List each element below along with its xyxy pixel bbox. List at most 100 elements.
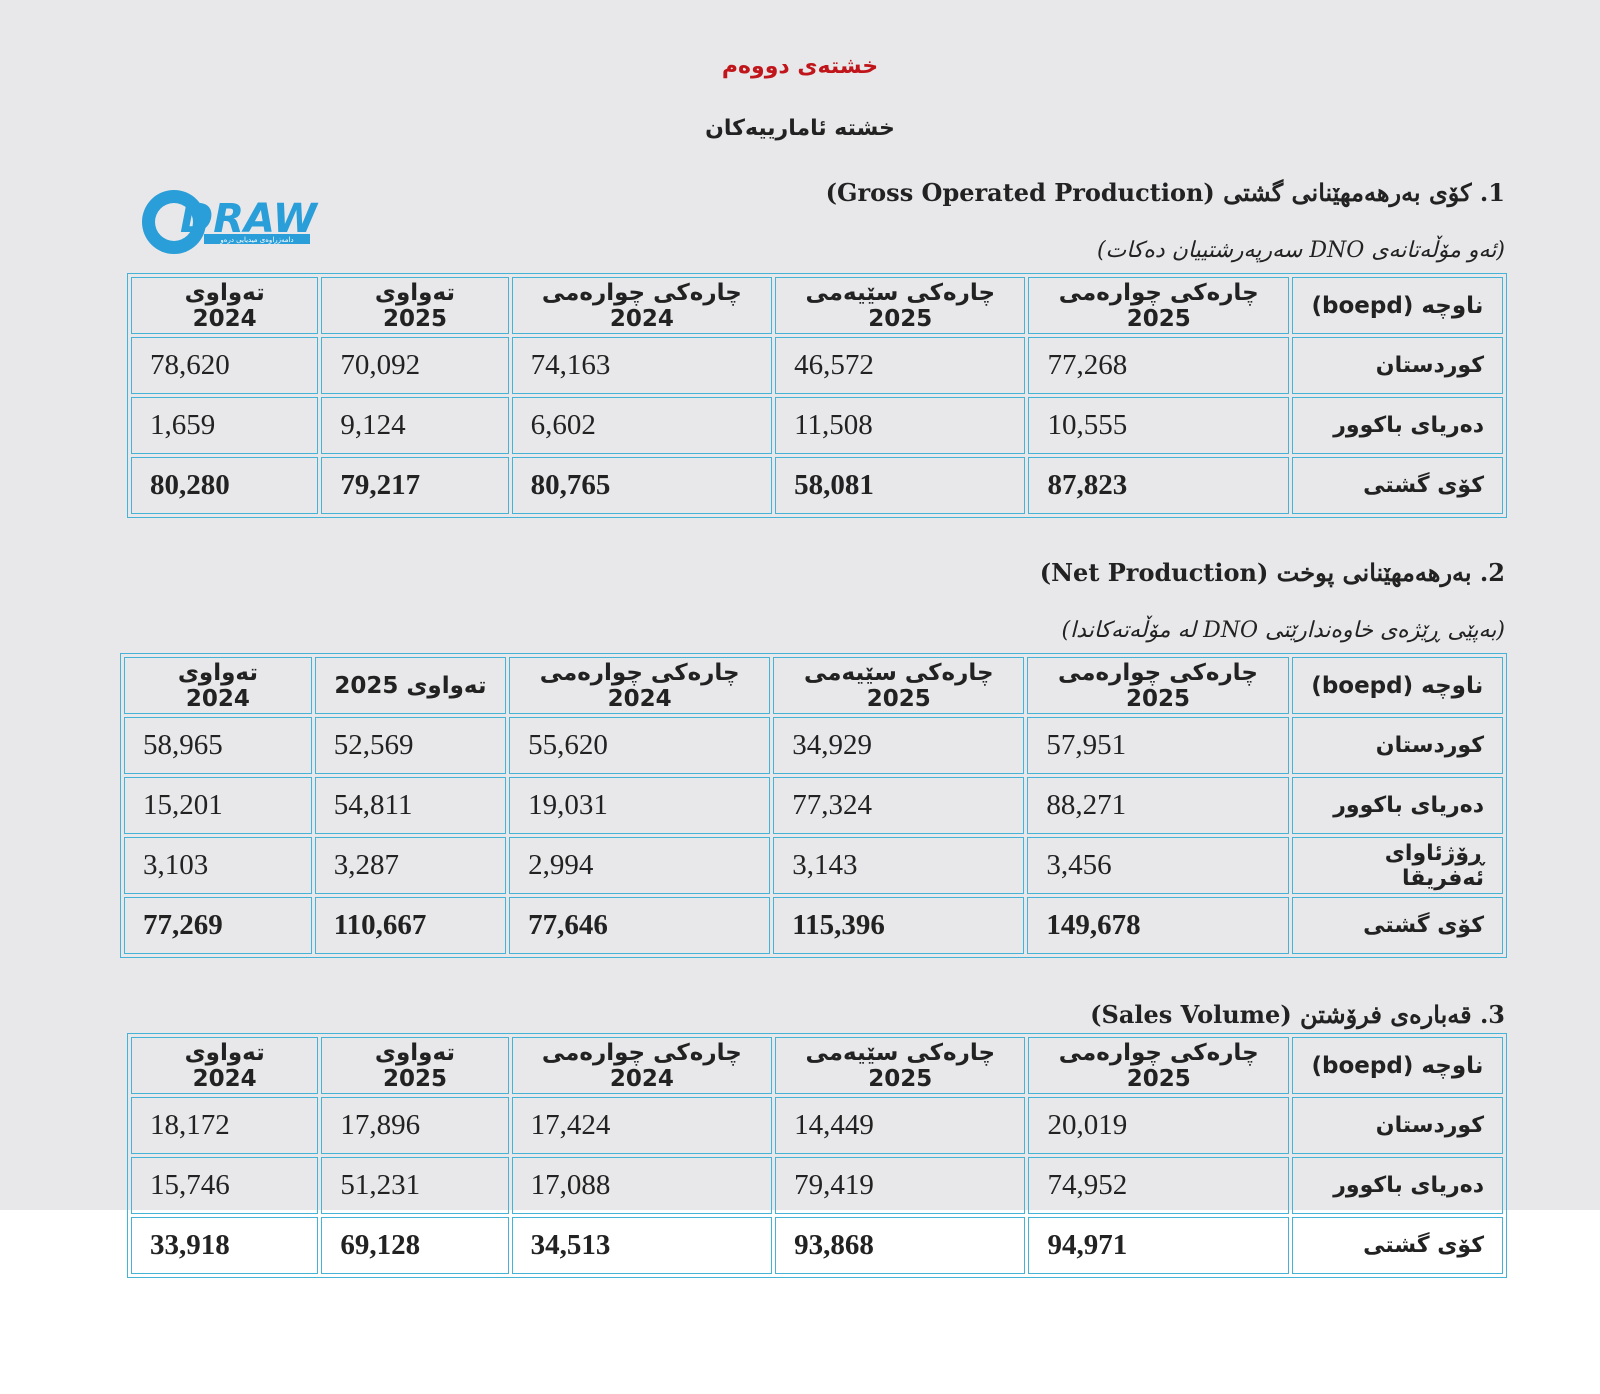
value-cell: 14,449 [775,1097,1026,1154]
table-row: دەریای باکوور 88,271 77,324 19,031 54,811 15,… [124,777,1503,834]
value-cell: 46,572 [775,337,1026,394]
row-label-cell: دەریای باکوور [1291,777,1503,834]
value-cell: 52,569 [314,717,507,774]
data-table: ناوچە (boepd) چارەکی چوارەمی 2025 چارەکی س… [120,653,1507,958]
document-title: خشتەی دووەم [721,54,879,79]
row-label-cell: کۆی گشتی [1291,897,1503,954]
value-cell: 57,951 [1027,717,1289,774]
value-cell: 77,269 [124,897,312,954]
value-cell: 10,555 [1028,397,1289,454]
value-cell: 54,811 [314,777,507,834]
value-cell: 77,646 [509,897,771,954]
value-cell: 79,217 [321,457,509,514]
row-label-cell: ڕۆژئاوای ئەفریقا [1291,837,1503,894]
value-cell: 17,088 [511,1157,773,1214]
logo-tagline: دامەزراوەی میدیایی درەو [219,236,293,244]
value-cell: 93,868 [775,1217,1026,1274]
header-cell: چارەکی چوارەمی 2025 [1027,657,1289,714]
header-cell: چارەکی چوارەمی 2025 [1028,1037,1289,1094]
header-cell: ناوچە (boepd) [1291,657,1503,714]
row-label-cell: کۆی گشتی [1291,457,1503,514]
value-cell: 51,231 [321,1157,509,1214]
value-cell: 15,201 [124,777,312,834]
table-header-row: ناوچە (boepd) چارەکی چوارەمی 2025 چارەکی س… [131,277,1503,334]
value-cell: 15,746 [131,1157,319,1214]
header-cell: تەواوی 2025 [321,277,509,334]
value-cell: 6,602 [511,397,773,454]
value-cell: 79,419 [775,1157,1026,1214]
logo: DRAW دامەزراوەی میدیایی درەو [142,190,319,254]
value-cell: 17,424 [511,1097,773,1154]
value-cell: 34,929 [773,717,1025,774]
value-cell: 149,678 [1027,897,1289,954]
value-cell: 55,620 [509,717,771,774]
table-row: کوردستان 77,268 46,572 74,163 70,092 78,620 [131,337,1503,394]
value-cell: 69,128 [321,1217,509,1274]
value-cell: 78,620 [131,337,319,394]
logo-bar [204,234,310,244]
row-label-cell: دەریای باکوور [1291,1157,1503,1214]
value-cell: 58,081 [775,457,1026,514]
header-cell: تەواوی 2024 [131,277,319,334]
document-subtitle: خشتە ئامارییەکان [705,116,895,141]
value-cell: 3,143 [773,837,1025,894]
value-cell: 94,971 [1028,1217,1289,1274]
header-cell: تەواوی 2024 [131,1037,319,1094]
header-cell: چارەکی سێیەمی 2025 [773,657,1025,714]
value-cell: 74,163 [511,337,773,394]
section-heading: 1. کۆی بەرهەمهێنانی گشتی (Gross Operated… [825,178,1505,207]
value-cell: 77,268 [1028,337,1289,394]
value-cell: 17,896 [321,1097,509,1154]
value-cell: 70,092 [321,337,509,394]
value-cell: 77,324 [773,777,1025,834]
table-row: کۆی گشتی 94,971 93,868 34,513 69,128 33,918 [131,1217,1503,1274]
section-heading: 2. بەرهەمهێنانی پوخت (Net Production) [1039,558,1505,587]
header-cell: ناوچە (boepd) [1291,1037,1503,1094]
value-cell: 58,965 [124,717,312,774]
header-cell: چارەکی چوارەمی 2024 [509,657,771,714]
value-cell: 19,031 [509,777,771,834]
value-cell: 88,271 [1027,777,1289,834]
value-cell: 18,172 [131,1097,319,1154]
logo-circle-inner [155,203,193,241]
table-row: کوردستان 57,951 34,929 55,620 52,569 58,965 [124,717,1503,774]
value-cell: 3,103 [124,837,312,894]
row-label-cell: کوردستان [1291,337,1503,394]
value-cell: 1,659 [131,397,319,454]
value-cell: 115,396 [773,897,1025,954]
header-cell: چارەکی سێیەمی 2025 [775,277,1026,334]
value-cell: 87,823 [1028,457,1289,514]
value-cell: 20,019 [1028,1097,1289,1154]
table-row: ڕۆژئاوای ئەفریقا 3,456 3,143 2,994 3,287 3,10… [124,837,1503,894]
row-label-cell: کوردستان [1291,717,1503,774]
value-cell: 80,765 [511,457,773,514]
value-cell: 11,508 [775,397,1026,454]
section-note: (بەپێی ڕێژەی خاوەندارێتی DNO لە مۆڵەتەکا… [1061,618,1505,643]
header-cell: چارەکی چوارەمی 2025 [1028,277,1289,334]
row-label-cell: کۆی گشتی [1291,1217,1503,1274]
table-row: کۆی گشتی 87,823 58,081 80,765 79,217 80,280 [131,457,1503,514]
header-cell: تەواوی 2025 [321,1037,509,1094]
data-table: ناوچە (boepd) چارەکی چوارەمی 2025 چارەکی س… [127,1033,1507,1278]
row-label-cell: کوردستان [1291,1097,1503,1154]
value-cell: 74,952 [1028,1157,1289,1214]
header-cell: تەواوی 2024 [124,657,312,714]
value-cell: 110,667 [314,897,507,954]
header-cell: ناوچە (boepd) [1291,277,1503,334]
value-cell: 2,994 [509,837,771,894]
value-cell: 3,456 [1027,837,1289,894]
row-label-cell: دەریای باکوور [1291,397,1503,454]
header-cell: چارەکی چوارەمی 2024 [511,277,773,334]
data-table: ناوچە (boepd) چارەکی چوارەمی 2025 چارەکی س… [127,273,1507,518]
value-cell: 9,124 [321,397,509,454]
table-header-row: ناوچە (boepd) چارەکی چوارەمی 2025 چارەکی س… [131,1037,1503,1094]
section-note: (ئەو مۆڵەتانەی DNO سەرپەرشتییان دەکات) [1096,238,1505,263]
value-cell: 3,287 [314,837,507,894]
table-row: کوردستان 20,019 14,449 17,424 17,896 18,172 [131,1097,1503,1154]
table-row: دەریای باکوور 74,952 79,419 17,088 51,231 15,… [131,1157,1503,1214]
header-cell: چارەکی سێیەمی 2025 [775,1037,1026,1094]
value-cell: 80,280 [131,457,319,514]
value-cell: 33,918 [131,1217,319,1274]
header-cell: تەواوی 2025 [314,657,507,714]
